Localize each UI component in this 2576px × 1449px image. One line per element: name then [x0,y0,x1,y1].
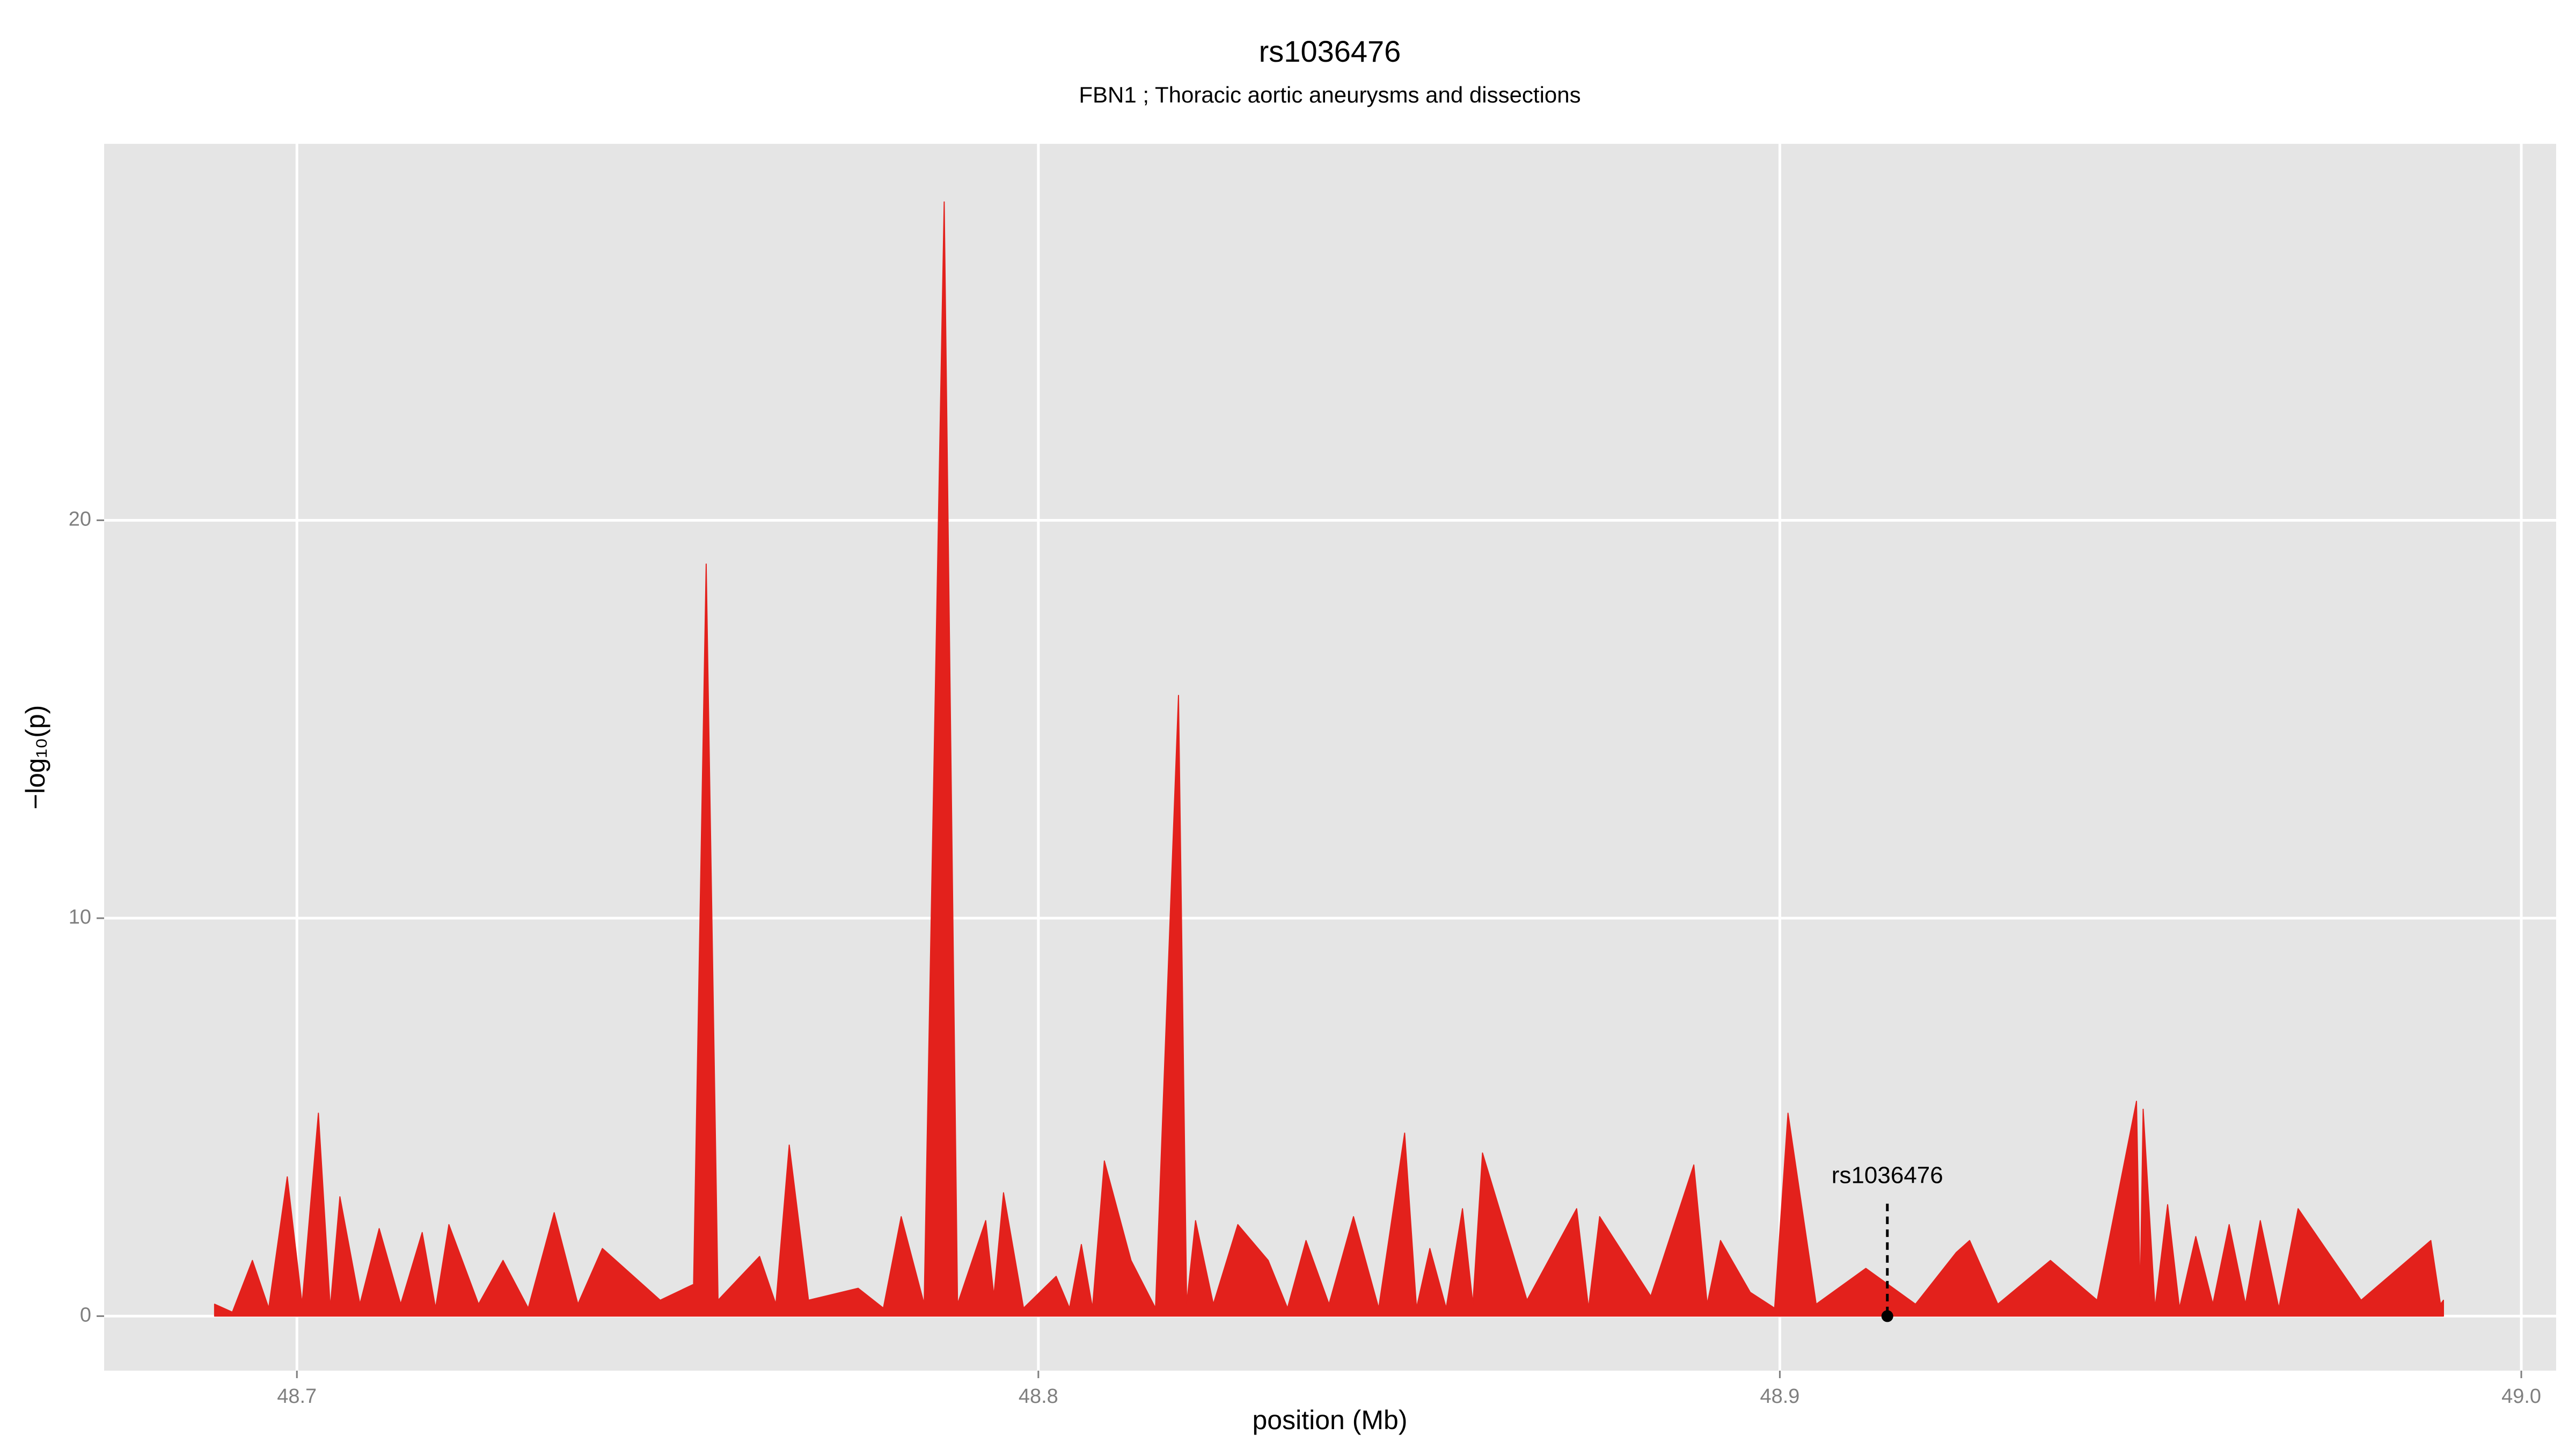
area [214,201,2444,1317]
y-axis-label: −log₁₀(p) [20,705,50,810]
y-tick-label: 10 [69,906,91,928]
x-tick-label: 49.0 [2501,1385,2541,1408]
marks: rs1036476 [214,201,2444,1322]
x-tick-label: 48.9 [1760,1385,1799,1408]
chart-title: rs1036476 [1259,34,1401,68]
chart-subtitle: FBN1 ; Thoracic aortic aneurysms and dis… [1079,82,1580,107]
x-tick-label: 48.8 [1019,1385,1058,1408]
annotation-label: rs1036476 [1832,1162,1943,1189]
x-tick-label: 48.7 [277,1385,317,1408]
x-axis-label: position (Mb) [1253,1405,1408,1435]
y-tick-label: 0 [80,1304,91,1326]
annotation-point [1881,1310,1893,1322]
y-tick-label: 20 [69,508,91,530]
plot-background [104,144,2556,1371]
